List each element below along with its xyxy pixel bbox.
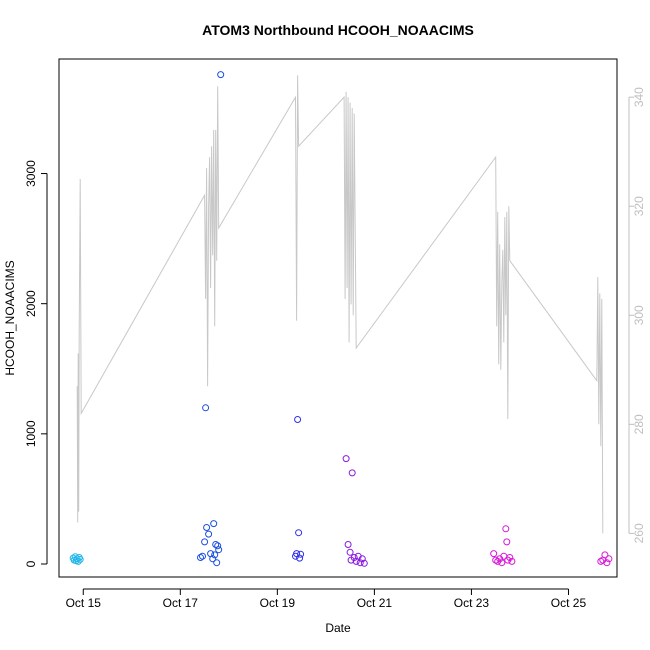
data-point <box>344 541 352 548</box>
data-point <box>76 555 84 563</box>
chart-title: ATOM3 Northbound HCOOH_NOAACIMS <box>202 22 474 38</box>
data-point <box>214 542 222 550</box>
data-point <box>211 551 219 559</box>
y2-tick-label: 260 <box>632 523 646 543</box>
data-point <box>202 404 210 412</box>
data-point <box>350 554 358 561</box>
data-point <box>605 555 613 563</box>
data-point <box>197 554 204 561</box>
data-point <box>490 550 498 558</box>
data-point <box>203 524 211 531</box>
data-point <box>603 559 611 567</box>
data-point <box>213 559 221 567</box>
scatter-points-layer <box>69 71 613 567</box>
series-line-right-axis <box>76 75 604 534</box>
data-point <box>498 559 506 567</box>
data-point <box>508 557 516 565</box>
data-point <box>492 556 500 564</box>
y-tick-label: 1000 <box>24 420 38 447</box>
data-point <box>297 550 305 558</box>
data-point <box>356 559 364 567</box>
x-axis-label: Date <box>325 621 351 635</box>
y2-tick-label: 280 <box>632 414 646 434</box>
y-axis-label: HCOOH_NOAACIMS <box>3 260 17 375</box>
data-point <box>358 555 366 563</box>
data-point <box>601 551 609 559</box>
x-tick-label: Oct 25 <box>551 596 587 610</box>
right-axis-line-layer <box>76 75 604 534</box>
y-tick-label: 3000 <box>24 160 38 187</box>
y-tick-label: 2000 <box>24 290 38 317</box>
data-point <box>360 559 368 567</box>
y2-tick-label: 340 <box>632 87 646 107</box>
x-tick-label: Oct 19 <box>260 596 296 610</box>
y2-tick-label: 300 <box>632 305 646 325</box>
data-point <box>215 546 223 554</box>
data-point <box>296 554 304 562</box>
plot-area-frame <box>58 58 618 578</box>
x-tick-label: Oct 21 <box>357 596 393 610</box>
data-point <box>217 71 225 79</box>
y2-tick-label: 320 <box>632 196 646 216</box>
data-point <box>201 538 209 546</box>
x-tick-label: Oct 23 <box>454 596 490 610</box>
data-point <box>346 548 354 556</box>
axes-layer: Oct 15 Oct 17 Oct 19 Oct 21 Oct 23 Oct 25 0 100… <box>24 87 646 610</box>
data-point <box>503 538 511 546</box>
data-point <box>502 525 510 533</box>
data-point <box>209 555 217 563</box>
data-point <box>74 557 82 565</box>
data-point <box>348 469 356 477</box>
data-point <box>506 554 514 561</box>
x-tick-label: Oct 15 <box>66 596 102 610</box>
x-tick-label: Oct 17 <box>163 596 199 610</box>
data-point <box>294 416 302 423</box>
data-point <box>295 529 303 537</box>
data-point <box>205 530 213 538</box>
y-tick-label: 0 <box>24 560 38 567</box>
data-point <box>212 541 220 548</box>
data-point <box>342 455 350 463</box>
data-point <box>199 552 206 560</box>
data-point <box>210 520 218 528</box>
